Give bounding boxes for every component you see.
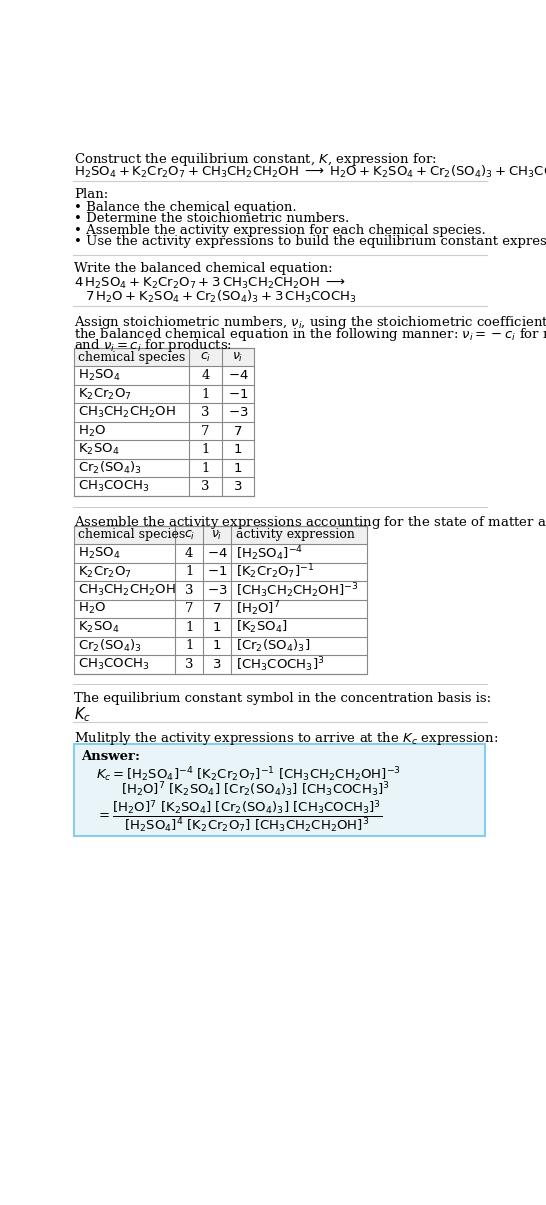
Text: 1: 1 [185,621,193,634]
Text: 1: 1 [185,640,193,652]
Text: • Use the activity expressions to build the equilibrium constant expression.: • Use the activity expressions to build … [74,235,546,248]
Text: $\mathrm{Cr_2(SO_4)_3}$: $\mathrm{Cr_2(SO_4)_3}$ [78,460,142,476]
Text: $\mathrm{K_2Cr_2O_7}$: $\mathrm{K_2Cr_2O_7}$ [78,387,132,401]
Text: Assemble the activity expressions accounting for the state of matter and $\nu_i$: Assemble the activity expressions accoun… [74,515,546,531]
Text: 1: 1 [213,621,221,634]
Text: $-4$: $-4$ [207,547,228,560]
Text: $\mathrm{CH_3COCH_3}$: $\mathrm{CH_3COCH_3}$ [78,478,150,494]
Text: $[\mathrm{K_2Cr_2O_7}]^{-1}$: $[\mathrm{K_2Cr_2O_7}]^{-1}$ [236,563,314,581]
Text: Answer:: Answer: [81,750,140,763]
FancyBboxPatch shape [74,743,485,836]
Text: $[\mathrm{CH_3COCH_3}]^{3}$: $[\mathrm{CH_3COCH_3}]^{3}$ [236,656,324,674]
Text: $\mathrm{K_2SO_4}$: $\mathrm{K_2SO_4}$ [78,619,120,635]
Text: $-1$: $-1$ [207,565,227,578]
Text: $\mathrm{H_2O}$: $\mathrm{H_2O}$ [78,601,106,617]
Text: 1: 1 [213,640,221,652]
Text: Construct the equilibrium constant, $K$, expression for:: Construct the equilibrium constant, $K$,… [74,151,437,167]
Text: 3: 3 [201,480,210,493]
Text: 1: 1 [201,388,210,400]
Text: 3: 3 [201,406,210,419]
Text: 4: 4 [185,547,193,560]
Text: $K_c = [\mathrm{H_2SO_4}]^{-4}\ [\mathrm{K_2Cr_2O_7}]^{-1}\ [\mathrm{CH_3CH_2CH_: $K_c = [\mathrm{H_2SO_4}]^{-4}\ [\mathrm… [96,765,401,784]
Text: and $\nu_i = c_i$ for products:: and $\nu_i = c_i$ for products: [74,337,233,354]
Text: $\mathrm{CH_3CH_2CH_2OH}$: $\mathrm{CH_3CH_2CH_2OH}$ [78,583,176,598]
Text: $\mathrm{K_2SO_4}$: $\mathrm{K_2SO_4}$ [78,442,120,457]
Text: $c_i$: $c_i$ [183,529,195,541]
Text: $[\mathrm{H_2SO_4}]^{-4}$: $[\mathrm{H_2SO_4}]^{-4}$ [236,545,303,563]
Text: $-1$: $-1$ [228,388,248,400]
Text: the balanced chemical equation in the following manner: $\nu_i = -c_i$ for react: the balanced chemical equation in the fo… [74,325,546,342]
Text: Write the balanced chemical equation:: Write the balanced chemical equation: [74,263,333,276]
Text: 4: 4 [201,369,210,382]
Text: $\mathrm{K_2Cr_2O_7}$: $\mathrm{K_2Cr_2O_7}$ [78,564,132,580]
Bar [74,525,367,674]
Text: $\mathrm{7\,H_2O + K_2SO_4 + Cr_2(SO_4)_3 + 3\,CH_3COCH_3}$: $\mathrm{7\,H_2O + K_2SO_4 + Cr_2(SO_4)_… [85,289,357,305]
Text: $-3$: $-3$ [207,584,227,596]
Text: Plan:: Plan: [74,188,109,201]
Text: 3: 3 [234,480,242,493]
Text: • Determine the stoichiometric numbers.: • Determine the stoichiometric numbers. [74,212,349,225]
Text: $[\mathrm{K_2SO_4}]$: $[\mathrm{K_2SO_4}]$ [236,619,287,635]
Text: • Assemble the activity expression for each chemical species.: • Assemble the activity expression for e… [74,224,486,237]
Text: $\mathrm{4\,H_2SO_4 + K_2Cr_2O_7 + 3\,CH_3CH_2CH_2OH\;\longrightarrow}$: $\mathrm{4\,H_2SO_4 + K_2Cr_2O_7 + 3\,CH… [74,276,346,290]
Text: chemical species: chemical species [78,529,186,541]
Text: $\mathrm{H_2O}$: $\mathrm{H_2O}$ [78,423,106,439]
Text: 3: 3 [185,658,193,671]
Text: 1: 1 [234,443,242,455]
Text: 3: 3 [185,584,193,596]
Text: • Balance the chemical equation.: • Balance the chemical equation. [74,201,297,213]
Text: $c_i$: $c_i$ [200,351,211,364]
Text: 7: 7 [185,602,193,616]
Text: $=\dfrac{[\mathrm{H_2O}]^{7}\ [\mathrm{K_2SO_4}]\ [\mathrm{Cr_2(SO_4)_3}]\ [\mat: $=\dfrac{[\mathrm{H_2O}]^{7}\ [\mathrm{K… [96,799,382,835]
Text: $\mathrm{CH_3COCH_3}$: $\mathrm{CH_3COCH_3}$ [78,657,150,672]
Text: $-4$: $-4$ [228,369,248,382]
Text: chemical species: chemical species [78,351,186,364]
Bar [74,348,254,495]
Text: 3: 3 [213,658,221,671]
Bar [74,525,367,545]
Text: $[\mathrm{Cr_2(SO_4)_3}]$: $[\mathrm{Cr_2(SO_4)_3}]$ [236,637,310,654]
Text: $\mathrm{H_2SO_4}$: $\mathrm{H_2SO_4}$ [78,546,121,562]
Text: Assign stoichiometric numbers, $\nu_i$, using the stoichiometric coefficients, $: Assign stoichiometric numbers, $\nu_i$, … [74,315,546,331]
Text: 1: 1 [185,565,193,578]
Text: 7: 7 [213,602,221,616]
Text: $\mathrm{Cr_2(SO_4)_3}$: $\mathrm{Cr_2(SO_4)_3}$ [78,637,142,654]
Text: $[\mathrm{H_2O}]^{7}$: $[\mathrm{H_2O}]^{7}$ [236,600,280,618]
Text: 7: 7 [201,424,210,437]
Text: 1: 1 [201,443,210,455]
Text: $[\mathrm{CH_3CH_2CH_2OH}]^{-3}$: $[\mathrm{CH_3CH_2CH_2OH}]^{-3}$ [236,581,358,600]
Text: The equilibrium constant symbol in the concentration basis is:: The equilibrium constant symbol in the c… [74,692,491,705]
Text: $[\mathrm{H_2O}]^{7}\ [\mathrm{K_2SO_4}]\ [\mathrm{Cr_2(SO_4)_3}]\ [\mathrm{CH_3: $[\mathrm{H_2O}]^{7}\ [\mathrm{K_2SO_4}]… [121,781,390,799]
Text: 1: 1 [234,462,242,475]
Text: Mulitply the activity expressions to arrive at the $K_c$ expression:: Mulitply the activity expressions to arr… [74,730,498,747]
Text: $-3$: $-3$ [228,406,248,419]
Text: 1: 1 [201,462,210,475]
Bar [74,348,254,366]
Text: $\mathrm{H_2SO_4}$: $\mathrm{H_2SO_4}$ [78,368,121,383]
Text: $\nu_i$: $\nu_i$ [211,529,223,541]
Text: $\mathrm{H_2SO_4 + K_2Cr_2O_7 + CH_3CH_2CH_2OH}$$\;\longrightarrow\;\mathrm{H_2O: $\mathrm{H_2SO_4 + K_2Cr_2O_7 + CH_3CH_2… [74,164,546,180]
Text: activity expression: activity expression [236,529,354,541]
Text: 7: 7 [234,424,242,437]
Text: $K_c$: $K_c$ [74,705,92,724]
Text: $\nu_i$: $\nu_i$ [232,351,244,364]
Text: $\mathrm{CH_3CH_2CH_2OH}$: $\mathrm{CH_3CH_2CH_2OH}$ [78,405,176,421]
